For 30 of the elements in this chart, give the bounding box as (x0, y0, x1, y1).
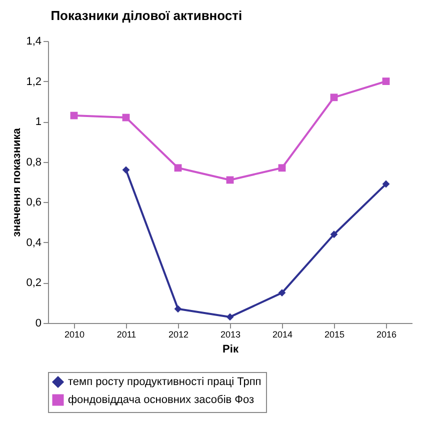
legend-label: фондовіддача основних засобів Фоз (68, 394, 254, 406)
x-axis-title: Рік (222, 344, 239, 356)
y-tick-label: 0,4 (26, 236, 42, 249)
point (122, 114, 130, 122)
point (382, 180, 390, 188)
legend-label: темп росту продуктивності праці Трпп (68, 376, 262, 388)
chart-title: Показники ділової активності (50, 8, 242, 23)
y-tick-label: 1,2 (26, 76, 42, 88)
point (330, 230, 338, 238)
y-tick-label: 1,4 (26, 36, 42, 48)
point (174, 164, 182, 172)
x-tick-label: 2010 (64, 330, 85, 340)
y-tick-label: 0 (35, 318, 42, 330)
y-axis-title: значення показника (11, 127, 24, 237)
x-tick-label: 2011 (116, 330, 136, 340)
y-tick-label: 0,8 (26, 156, 42, 168)
point (330, 94, 338, 102)
y-tick-label: 0,6 (26, 196, 42, 209)
x-tick-label: 2013 (220, 330, 241, 340)
x-tick-label: 2012 (168, 330, 189, 340)
point (382, 78, 390, 85)
x-tick-label: 2016 (376, 330, 397, 340)
point (122, 166, 130, 174)
point (278, 164, 286, 172)
y-tick-label: 0,2 (26, 277, 42, 290)
point (226, 313, 234, 321)
x-tick-label: 2014 (272, 330, 293, 340)
y-tick-label: 1 (35, 116, 42, 128)
point (174, 305, 182, 313)
x-tick-label: 2015 (324, 330, 345, 340)
